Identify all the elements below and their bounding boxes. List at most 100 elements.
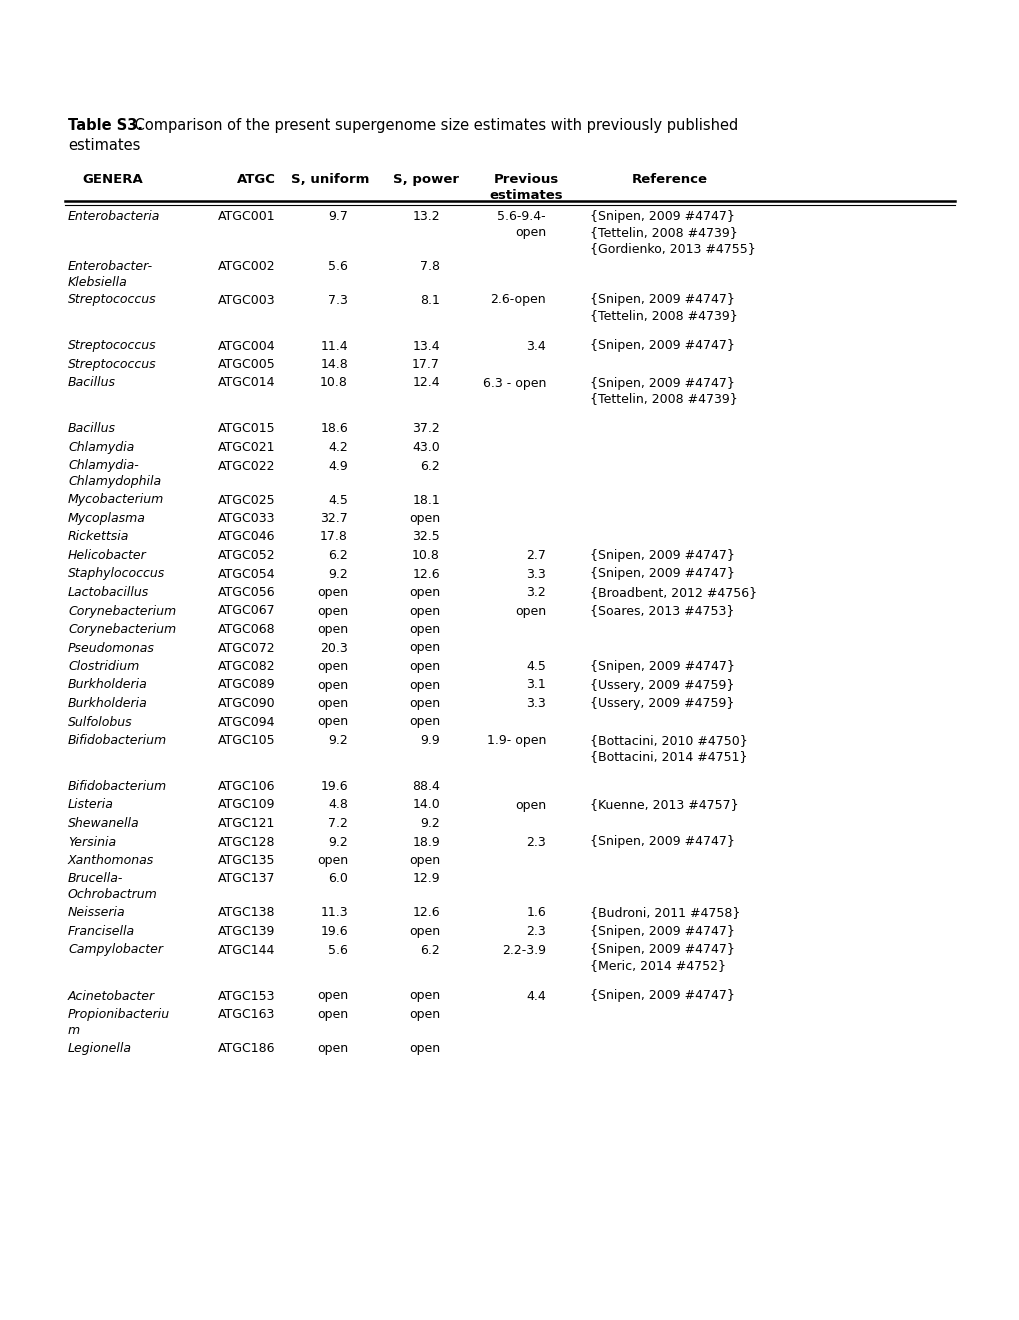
Text: Xanthomonas: Xanthomonas — [68, 854, 154, 867]
Text: ATGC052: ATGC052 — [218, 549, 275, 562]
Text: Chlamydia-
Chlamydophila: Chlamydia- Chlamydophila — [68, 459, 161, 488]
Text: open: open — [317, 660, 347, 673]
Text: 17.7: 17.7 — [412, 358, 439, 371]
Text: 4.5: 4.5 — [328, 494, 347, 507]
Text: 9.2: 9.2 — [328, 568, 347, 581]
Text: Comparison of the present supergenome size estimates with previously published: Comparison of the present supergenome si… — [129, 117, 738, 133]
Text: Francisella: Francisella — [68, 925, 135, 939]
Text: open: open — [409, 990, 439, 1002]
Text: 9.7: 9.7 — [328, 210, 347, 223]
Text: Table S3.: Table S3. — [68, 117, 143, 133]
Text: {Snipen, 2009 #4747}
{Tettelin, 2008 #4739}: {Snipen, 2009 #4747} {Tettelin, 2008 #47… — [589, 376, 737, 405]
Text: Previous
estimates: Previous estimates — [489, 173, 562, 202]
Text: 2.3: 2.3 — [526, 925, 545, 939]
Text: open: open — [515, 799, 545, 812]
Text: 2.6-open: 2.6-open — [490, 293, 545, 306]
Text: 12.9: 12.9 — [412, 873, 439, 886]
Text: {Kuenne, 2013 #4757}: {Kuenne, 2013 #4757} — [589, 799, 738, 812]
Text: {Snipen, 2009 #4747}: {Snipen, 2009 #4747} — [589, 990, 734, 1002]
Text: ATGC153: ATGC153 — [218, 990, 275, 1002]
Text: 11.4: 11.4 — [320, 339, 347, 352]
Text: open: open — [409, 512, 439, 525]
Text: ATGC090: ATGC090 — [218, 697, 275, 710]
Text: Staphylococcus: Staphylococcus — [68, 568, 165, 581]
Text: 6.2: 6.2 — [420, 459, 439, 473]
Text: ATGC109: ATGC109 — [218, 799, 275, 812]
Text: open: open — [317, 990, 347, 1002]
Text: 7.3: 7.3 — [328, 293, 347, 306]
Text: Corynebacterium: Corynebacterium — [68, 623, 176, 636]
Text: ATGC046: ATGC046 — [218, 531, 275, 544]
Text: open: open — [409, 715, 439, 729]
Text: 5.6: 5.6 — [328, 944, 347, 957]
Text: open: open — [317, 854, 347, 867]
Text: {Snipen, 2009 #4747}: {Snipen, 2009 #4747} — [589, 549, 734, 562]
Text: 6.2: 6.2 — [328, 549, 347, 562]
Text: 11.3: 11.3 — [320, 907, 347, 920]
Text: Helicobacter: Helicobacter — [68, 549, 147, 562]
Text: 1.9- open: 1.9- open — [486, 734, 545, 747]
Text: open: open — [317, 605, 347, 618]
Text: 7.8: 7.8 — [420, 260, 439, 272]
Text: 3.4: 3.4 — [526, 339, 545, 352]
Text: 19.6: 19.6 — [320, 780, 347, 793]
Text: 2.7: 2.7 — [526, 549, 545, 562]
Text: 14.8: 14.8 — [320, 358, 347, 371]
Text: open: open — [409, 586, 439, 599]
Text: 5.6-9.4-
open: 5.6-9.4- open — [497, 210, 545, 239]
Text: 17.8: 17.8 — [320, 531, 347, 544]
Text: ATGC144: ATGC144 — [218, 944, 275, 957]
Text: Acinetobacter: Acinetobacter — [68, 990, 155, 1002]
Text: Mycobacterium: Mycobacterium — [68, 494, 164, 507]
Text: Lactobacillus: Lactobacillus — [68, 586, 149, 599]
Text: open: open — [409, 1008, 439, 1020]
Text: Sulfolobus: Sulfolobus — [68, 715, 132, 729]
Text: ATGC138: ATGC138 — [218, 907, 275, 920]
Text: ATGC186: ATGC186 — [218, 1041, 275, 1055]
Text: Chlamydia: Chlamydia — [68, 441, 135, 454]
Text: 18.1: 18.1 — [412, 494, 439, 507]
Text: Enterobacter-
Klebsiella: Enterobacter- Klebsiella — [68, 260, 153, 289]
Text: ATGC022: ATGC022 — [218, 459, 275, 473]
Text: open: open — [317, 586, 347, 599]
Text: ATGC054: ATGC054 — [218, 568, 275, 581]
Text: 18.9: 18.9 — [412, 836, 439, 849]
Text: {Snipen, 2009 #4747}: {Snipen, 2009 #4747} — [589, 925, 734, 939]
Text: ATGC094: ATGC094 — [218, 715, 275, 729]
Text: 88.4: 88.4 — [412, 780, 439, 793]
Text: Bifidobacterium: Bifidobacterium — [68, 734, 167, 747]
Text: 43.0: 43.0 — [412, 441, 439, 454]
Text: open: open — [409, 854, 439, 867]
Text: ATGC005: ATGC005 — [218, 358, 275, 371]
Text: {Snipen, 2009 #4747}: {Snipen, 2009 #4747} — [589, 836, 734, 849]
Text: 4.2: 4.2 — [328, 441, 347, 454]
Text: 5.6: 5.6 — [328, 260, 347, 272]
Text: {Snipen, 2009 #4747}
{Meric, 2014 #4752}: {Snipen, 2009 #4747} {Meric, 2014 #4752} — [589, 944, 734, 973]
Text: ATGC014: ATGC014 — [218, 376, 275, 389]
Text: 4.4: 4.4 — [526, 990, 545, 1002]
Text: ATGC068: ATGC068 — [218, 623, 275, 636]
Text: GENERA: GENERA — [83, 173, 144, 186]
Text: 1.6: 1.6 — [526, 907, 545, 920]
Text: ATGC121: ATGC121 — [218, 817, 275, 830]
Text: {Bottacini, 2010 #4750}
{Bottacini, 2014 #4751}: {Bottacini, 2010 #4750} {Bottacini, 2014… — [589, 734, 747, 763]
Text: ATGC135: ATGC135 — [218, 854, 275, 867]
Text: Listeria: Listeria — [68, 799, 114, 812]
Text: ATGC001: ATGC001 — [218, 210, 275, 223]
Text: S, power: S, power — [392, 173, 459, 186]
Text: ATGC021: ATGC021 — [218, 441, 275, 454]
Text: ATGC089: ATGC089 — [218, 678, 275, 692]
Text: Enterobacteria: Enterobacteria — [68, 210, 160, 223]
Text: 10.8: 10.8 — [412, 549, 439, 562]
Text: ATGC137: ATGC137 — [218, 873, 275, 886]
Text: 7.2: 7.2 — [328, 817, 347, 830]
Text: {Snipen, 2009 #4747}: {Snipen, 2009 #4747} — [589, 339, 734, 352]
Text: 9.9: 9.9 — [420, 734, 439, 747]
Text: Reference: Reference — [632, 173, 707, 186]
Text: Streptococcus: Streptococcus — [68, 293, 157, 306]
Text: ATGC128: ATGC128 — [218, 836, 275, 849]
Text: Streptococcus: Streptococcus — [68, 339, 157, 352]
Text: 3.1: 3.1 — [526, 678, 545, 692]
Text: 9.2: 9.2 — [420, 817, 439, 830]
Text: open: open — [317, 1008, 347, 1020]
